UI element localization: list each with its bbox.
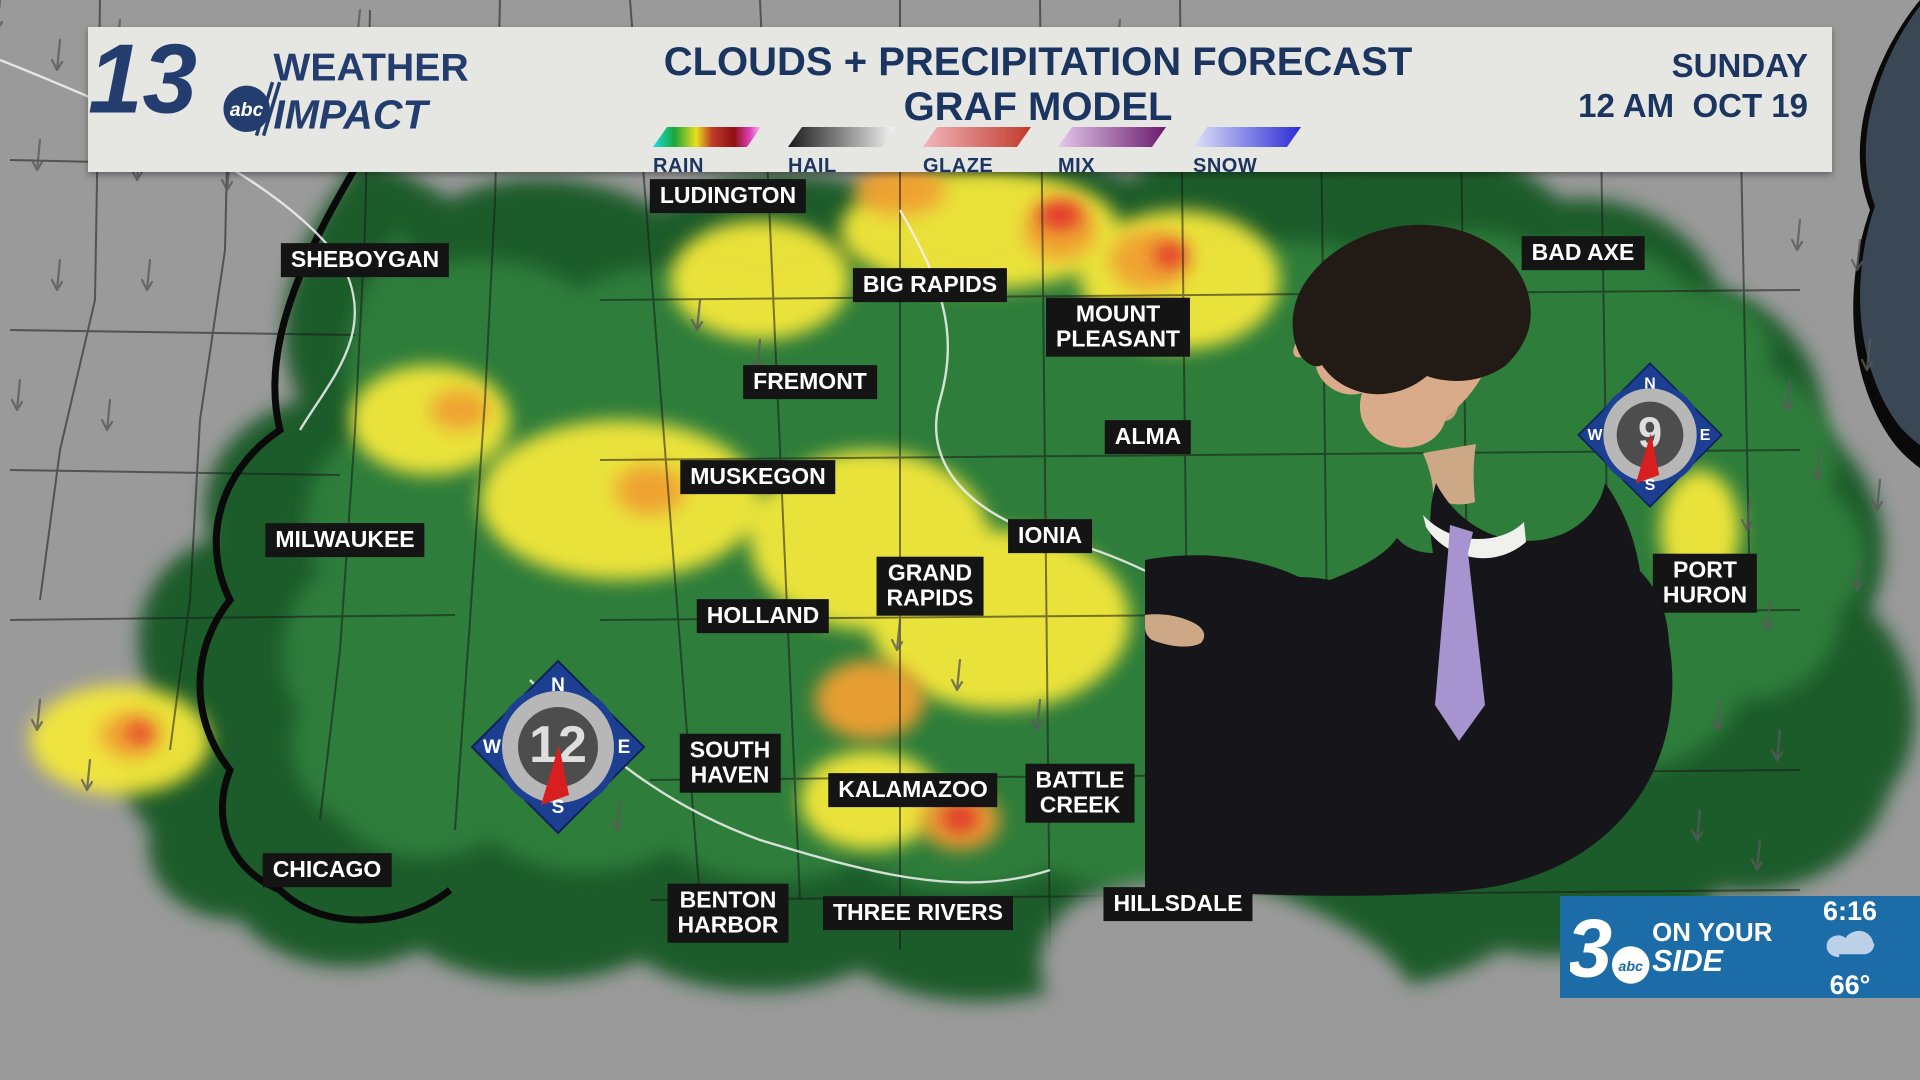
svg-text:IMPACT: IMPACT — [273, 91, 430, 137]
svg-text:3: 3 — [1570, 906, 1612, 990]
svg-text:13: 13 — [88, 27, 197, 133]
svg-text:N: N — [551, 675, 565, 696]
svg-text:N: N — [1644, 375, 1655, 392]
svg-text:abc: abc — [230, 99, 264, 121]
svg-text:WEATHER: WEATHER — [273, 46, 468, 89]
svg-text:W: W — [483, 737, 501, 758]
svg-text:ON YOUR: ON YOUR — [1652, 919, 1773, 947]
svg-text:abc: abc — [1618, 959, 1643, 975]
svg-text:W: W — [1588, 427, 1603, 444]
svg-text:E: E — [618, 737, 631, 758]
svg-text:SIDE: SIDE — [1652, 945, 1724, 978]
svg-text:E: E — [1700, 427, 1711, 444]
